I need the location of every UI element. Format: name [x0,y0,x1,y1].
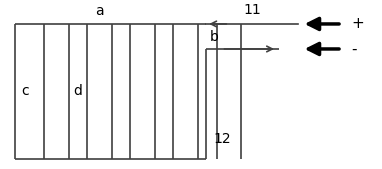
Text: c: c [21,84,29,99]
Text: d: d [73,84,83,99]
Text: 11: 11 [243,3,261,17]
Text: +: + [351,16,364,31]
Text: -: - [351,41,357,56]
Text: 12: 12 [214,132,231,146]
Text: a: a [96,4,104,18]
Text: b: b [210,30,219,44]
